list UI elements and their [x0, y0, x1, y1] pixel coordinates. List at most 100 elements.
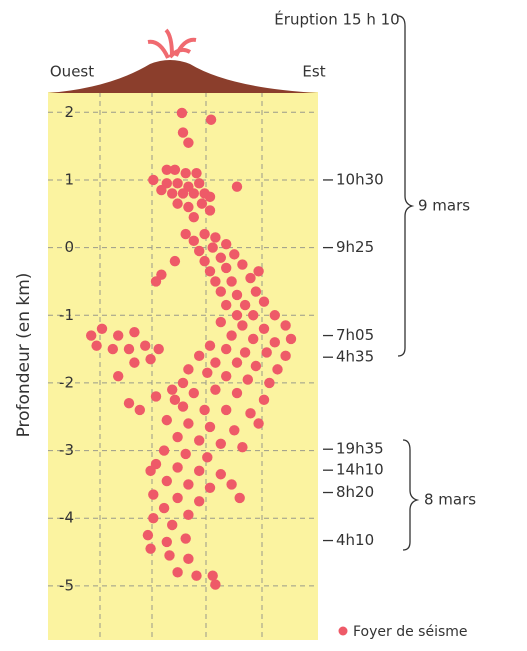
seismic-focus: [188, 188, 199, 199]
seismic-focus: [191, 570, 202, 581]
seismic-focus: [204, 205, 216, 216]
seismic-focus: [169, 255, 181, 267]
plot-background: [48, 92, 318, 640]
seismic-focus: [199, 404, 210, 416]
seismic-focus: [221, 299, 232, 311]
seismic-focus: [250, 360, 262, 372]
seismic-focus: [129, 357, 140, 368]
seismic-focus: [210, 579, 221, 590]
seismic-focus: [194, 496, 205, 507]
seismic-focus: [188, 387, 199, 399]
seismic-focus: [226, 479, 237, 490]
seismic-focus: [248, 333, 259, 345]
y-axis-label: Profondeur (en km): [14, 273, 34, 438]
eruption-plume: [147, 28, 197, 59]
seismic-focus: [210, 276, 221, 287]
seismic-focus: [164, 550, 175, 561]
seismic-focus: [229, 249, 240, 260]
seismic-focus: [196, 198, 208, 209]
seismic-focus: [285, 333, 297, 345]
seismic-focus: [207, 570, 218, 581]
seismic-focus: [107, 343, 119, 355]
seismic-focus: [215, 316, 226, 328]
seismic-focus: [261, 347, 272, 358]
seismic-focus: [180, 448, 191, 460]
seismic-focus: [180, 533, 191, 544]
seismic-focus: [148, 174, 159, 186]
seismic-focus: [180, 228, 191, 240]
seismic-focus: [177, 188, 189, 199]
seismic-focus: [269, 337, 280, 348]
seismic-focus: [148, 513, 159, 524]
seismic-focus: [226, 276, 237, 287]
y-tick-label: -4: [59, 509, 74, 527]
seismic-focus: [91, 340, 102, 351]
seismic-focus: [231, 289, 243, 301]
seismic-focus: [250, 286, 262, 297]
y-tick-label: -2: [59, 373, 74, 391]
seismic-focus: [253, 266, 264, 277]
seismic-focus: [215, 252, 226, 263]
seismic-focus: [205, 114, 217, 125]
seismic-focus: [177, 127, 189, 138]
annotation-label: 4h10: [336, 531, 374, 549]
seismic-focus: [202, 452, 213, 463]
seismic-focus: [210, 357, 221, 368]
seismic-focus: [215, 469, 226, 480]
brace-8-mars: [402, 439, 420, 551]
seismic-focus: [183, 479, 194, 490]
seismic-focus: [158, 445, 170, 456]
seismic-focus: [142, 529, 154, 541]
seismic-focus: [229, 425, 240, 436]
seismic-focus: [207, 242, 218, 253]
seismic-focus: [194, 350, 205, 362]
seismic-focus: [253, 418, 264, 429]
seismic-focus: [150, 276, 162, 287]
east-label: Est: [302, 63, 325, 81]
seismic-focus: [145, 543, 156, 554]
seismic-focus: [204, 340, 216, 351]
seismic-focus: [237, 259, 248, 270]
seismic-focus: [215, 286, 226, 297]
plot: [48, 107, 318, 590]
annotation-label: 8h20: [336, 483, 374, 501]
seismic-focus: [129, 326, 140, 338]
y-tick-label: -1: [59, 306, 74, 324]
seismic-focus: [140, 340, 151, 351]
seismic-focus: [183, 364, 194, 375]
seismic-focus: [161, 536, 172, 548]
seismic-focus: [180, 167, 191, 179]
legend-marker: [338, 626, 348, 636]
seismic-focus: [194, 178, 205, 189]
seismic-focus: [167, 519, 178, 531]
seismic-focus: [183, 201, 194, 213]
seismic-focus: [239, 299, 251, 311]
seismic-focus: [258, 323, 270, 334]
seismic-focus: [272, 364, 283, 375]
seismic-focus: [194, 245, 205, 257]
seismic-focus: [188, 211, 199, 223]
seismic-focus: [153, 343, 164, 355]
seismic-focus: [148, 489, 159, 500]
legend-label: Foyer de séisme: [353, 624, 468, 640]
seismic-focus: [245, 272, 256, 284]
seismic-focus: [280, 320, 291, 331]
seismic-focus: [86, 330, 97, 341]
seismic-focus: [269, 310, 280, 321]
seismic-focus: [248, 310, 259, 321]
seismic-focus: [169, 164, 181, 176]
seismic-focus: [221, 262, 232, 274]
seismic-focus: [172, 492, 183, 504]
seismic-focus: [239, 347, 251, 358]
seismic-focus: [231, 387, 243, 399]
seismic-focus: [183, 418, 194, 429]
seismic-focus: [177, 401, 189, 412]
seismic-focus: [183, 137, 194, 148]
seismic-focus: [194, 435, 205, 446]
annotation-label: 14h10: [336, 461, 384, 479]
seismic-focus: [188, 235, 199, 247]
y-tick-label: 1: [64, 170, 74, 188]
seismic-focus: [226, 330, 237, 341]
seismic-focus: [204, 421, 216, 433]
